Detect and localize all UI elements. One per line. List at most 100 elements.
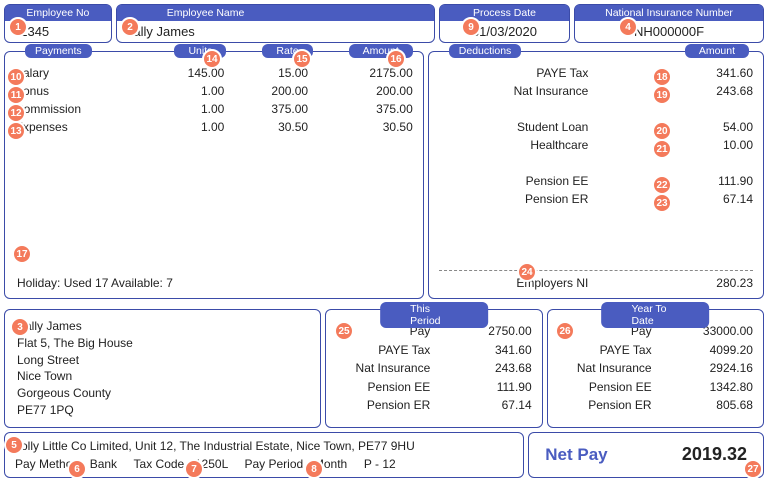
period-row: Pension EE 111.90 <box>326 378 541 397</box>
ded-amount-header: Amount <box>685 44 749 58</box>
annotation-badge: 2 <box>120 17 140 37</box>
annotation-badge: 26 <box>555 321 575 341</box>
address-line: Flat 5, The Big House <box>17 335 308 352</box>
payment-rate: 375.00 <box>224 100 308 118</box>
annotation-badge: 6 <box>67 459 87 479</box>
period-amount: 67.14 <box>446 396 531 415</box>
ytd-box: Year To Date Pay 33000.00PAYE Tax 4099.2… <box>547 309 764 428</box>
period-amount: 341.60 <box>446 341 531 360</box>
employers-ni-amount: 280.23 <box>628 274 753 292</box>
ytd-amount: 2924.16 <box>668 359 753 378</box>
period-name: Pension ER <box>336 396 446 415</box>
deduction-row <box>429 154 763 172</box>
payment-amount: 30.50 <box>308 118 413 136</box>
deduction-name <box>439 154 629 172</box>
payment-row: Commission 1.00 375.00 375.00 <box>5 100 423 118</box>
ytd-row: Pension ER 805.68 <box>548 396 763 415</box>
annotation-badge: 3 <box>10 317 30 337</box>
nino-field: National Insurance Number NH000000F <box>574 4 764 43</box>
deduction-name <box>439 100 629 118</box>
payment-rate: 200.00 <box>224 82 308 100</box>
payment-amount: 200.00 <box>308 82 413 100</box>
payment-units: 1.00 <box>141 82 225 100</box>
net-pay-value: 2019.32 <box>682 444 747 465</box>
deduction-amount <box>628 100 753 118</box>
annotation-badge: 1 <box>8 17 28 37</box>
annotation-badge: 5 <box>4 435 24 455</box>
annotation-badge: 14 <box>202 49 222 69</box>
deduction-name: Pension ER <box>439 190 629 208</box>
ytd-name: Nat Insurance <box>558 359 668 378</box>
ytd-amount: 4099.20 <box>668 341 753 360</box>
payment-name: Commission <box>15 100 141 118</box>
deduction-name: Healthcare <box>439 136 629 154</box>
ytd-row: PAYE Tax 4099.20 <box>548 341 763 360</box>
ytd-name: Pension ER <box>558 396 668 415</box>
employee-name-field: Employee Name Sally James <box>116 4 435 43</box>
address-box: Sally James Flat 5, The Big House Long S… <box>4 309 321 428</box>
employee-name-value: Sally James <box>117 21 434 42</box>
holiday-info: Holiday: Used 17 Available: 7 <box>17 276 173 290</box>
payment-row: Expenses 1.00 30.50 30.50 <box>5 118 423 136</box>
payment-amount: 375.00 <box>308 100 413 118</box>
address-line: Sally James <box>17 318 308 335</box>
deduction-amount: 67.14 <box>628 190 753 208</box>
payments-box: Payments Units Rate Amount Salary 145.00… <box>4 51 424 299</box>
address-line: Gorgeous County <box>17 385 308 402</box>
deduction-row: Student Loan 54.00 <box>429 118 763 136</box>
company-address: Jolly Little Co Limited, Unit 12, The In… <box>15 437 513 455</box>
process-date-value: 31/03/2020 <box>440 21 569 42</box>
annotation-badge: 21 <box>652 139 672 159</box>
annotation-badge: 24 <box>517 262 537 282</box>
annotation-badge: 27 <box>743 459 763 479</box>
period-name: PAYE Tax <box>336 341 446 360</box>
period-name: Nat Insurance <box>336 359 446 378</box>
annotation-badge: 17 <box>12 244 32 264</box>
deduction-amount: 243.68 <box>628 82 753 100</box>
deduction-name: Student Loan <box>439 118 629 136</box>
deduction-amount: 341.60 <box>628 64 753 82</box>
address-line: PE77 1PQ <box>17 402 308 419</box>
annotation-badge: 15 <box>292 49 312 69</box>
this-period-box: This Period Pay 2750.00PAYE Tax 341.60Na… <box>325 309 542 428</box>
employee-name-label: Employee Name <box>117 5 434 21</box>
payment-units: 1.00 <box>141 100 225 118</box>
process-date-field: Process Date 31/03/2020 <box>439 4 570 43</box>
annotation-badge: 16 <box>386 49 406 69</box>
this-period-title: This Period <box>380 302 488 328</box>
deduction-row: Pension ER 67.14 <box>429 190 763 208</box>
ytd-title: Year To Date <box>601 302 709 328</box>
payment-name: Salary <box>15 64 141 82</box>
ytd-row: Pension EE 1342.80 <box>548 378 763 397</box>
process-date-label: Process Date <box>440 5 569 21</box>
annotation-badge: 13 <box>6 121 26 141</box>
period-row: PAYE Tax 341.60 <box>326 341 541 360</box>
nino-label: National Insurance Number <box>575 5 763 21</box>
deduction-amount: 10.00 <box>628 136 753 154</box>
annotation-badge: 11 <box>6 85 26 105</box>
deduction-amount: 111.90 <box>628 172 753 190</box>
address-line: Long Street <box>17 352 308 369</box>
payment-name: Bonus <box>15 82 141 100</box>
annotation-badge: 8 <box>304 459 324 479</box>
annotation-badge: 12 <box>6 103 26 123</box>
deduction-row: Healthcare 10.00 <box>429 136 763 154</box>
deductions-title: Deductions <box>449 44 522 58</box>
deduction-row: Nat Insurance 243.68 <box>429 82 763 100</box>
period-amount: 111.90 <box>446 378 531 397</box>
payment-name: Expenses <box>15 118 141 136</box>
deduction-amount: 54.00 <box>628 118 753 136</box>
nino-value: NH000000F <box>575 21 763 42</box>
payments-title: Payments <box>25 44 92 58</box>
annotation-badge: 7 <box>184 459 204 479</box>
period-row: Pension ER 67.14 <box>326 396 541 415</box>
net-pay-label: Net Pay <box>545 445 607 465</box>
deduction-name: PAYE Tax <box>439 64 629 82</box>
deduction-name: Pension EE <box>439 172 629 190</box>
ytd-amount: 1342.80 <box>668 378 753 397</box>
annotation-badge: 4 <box>618 17 638 37</box>
annotation-badge: 18 <box>652 67 672 87</box>
deduction-name: Nat Insurance <box>439 82 629 100</box>
annotation-badge: 22 <box>652 175 672 195</box>
ytd-name: Pension EE <box>558 378 668 397</box>
